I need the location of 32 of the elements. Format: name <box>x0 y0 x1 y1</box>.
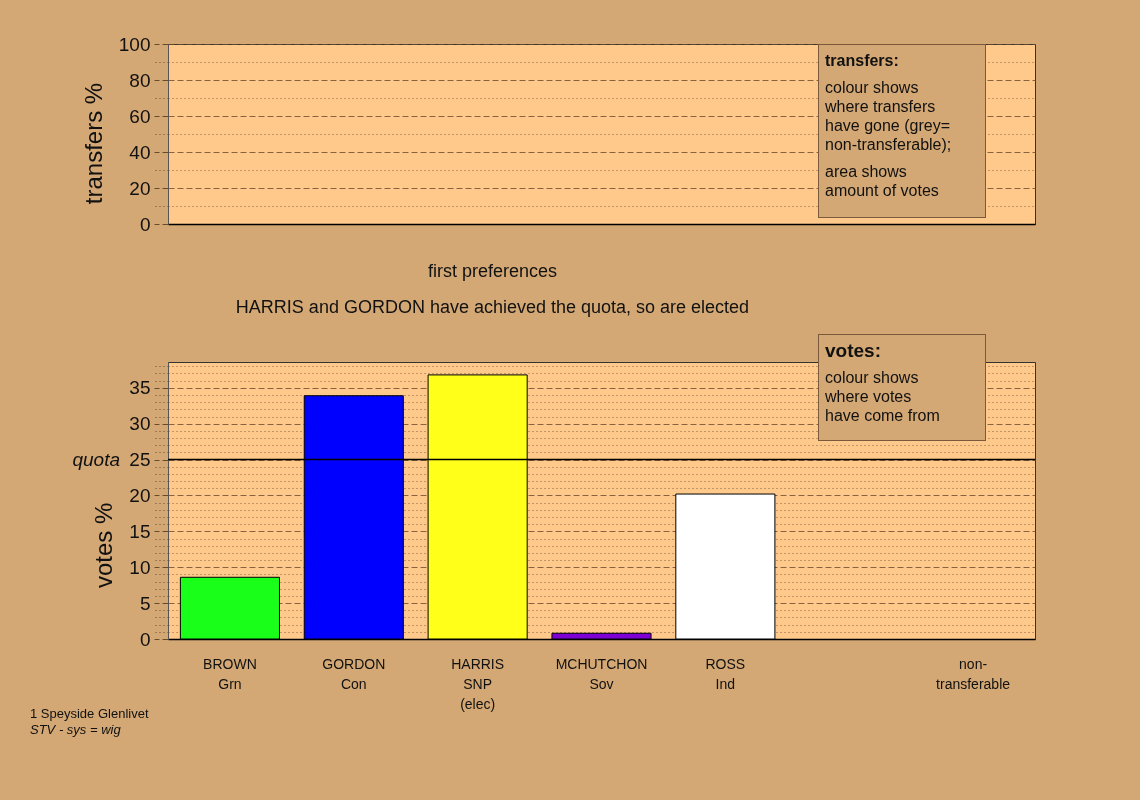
y-tick-label: 30 <box>129 413 151 435</box>
annotation: transfers: <box>825 51 900 70</box>
y-tick-label: 80 <box>129 69 151 91</box>
y-tick-label: 100 <box>118 33 151 55</box>
x-tick-label: ROSS Ind <box>705 655 746 692</box>
annotation: area shows amount of votes <box>825 162 940 200</box>
y-tick-label: 5 <box>139 592 151 614</box>
x-tick-label: BROWN Grn <box>203 655 257 692</box>
x-tick-label: non- transferable <box>936 655 1011 692</box>
chart-subtitle: HARRIS and GORDON have achieved the quota, so are elected <box>235 297 750 318</box>
y-tick-label: 15 <box>129 520 151 542</box>
y-tick-label: 60 <box>129 105 151 127</box>
text: votes: <box>825 340 882 361</box>
x-tick-label: GORDON Con <box>322 655 386 692</box>
y-tick-label: 10 <box>129 556 151 578</box>
y-tick-label: 40 <box>129 141 151 163</box>
ref-line-label: quota <box>72 448 120 470</box>
y-tick-label: 0 <box>139 628 151 650</box>
text: 1 Speyside Glenlivet <box>30 706 149 722</box>
y-tick-label: 35 <box>129 377 151 399</box>
chart-title: first preferences <box>427 261 558 282</box>
annotation: colour shows where votes have come from <box>825 368 941 425</box>
x-tick-label: MCHUTCHON Sov <box>555 655 648 692</box>
y-tick-label: 20 <box>129 177 151 199</box>
text: STV - sys = wig <box>30 722 122 738</box>
x-tick-label: HARRIS SNP (elec) <box>451 655 505 712</box>
y-axis-title: votes % <box>90 502 118 589</box>
annotation: colour shows where transfers have gone (grey= non-transferable); <box>825 78 953 154</box>
y-tick-label: 25 <box>129 449 151 471</box>
y-tick-label: 0 <box>139 213 151 235</box>
y-axis-title: transfers % <box>79 82 107 205</box>
y-tick-label: 20 <box>129 484 151 506</box>
